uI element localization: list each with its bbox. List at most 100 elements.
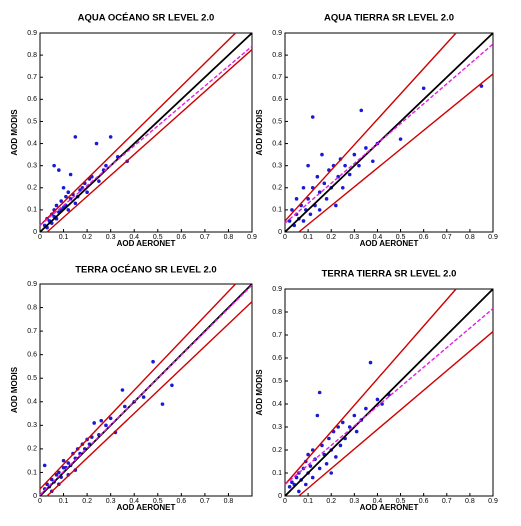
x-tick-label: 0.4 <box>373 498 383 505</box>
y-tick-label: 0.5 <box>272 378 282 385</box>
point <box>308 212 313 217</box>
x-axis-label: AOD AERONET <box>117 503 176 512</box>
point <box>398 137 403 141</box>
x-tick-label: 0.1 <box>59 234 69 241</box>
point <box>61 458 66 463</box>
y-tick-label: 0.1 <box>272 470 282 477</box>
y-tick-label: 0.6 <box>272 355 282 362</box>
point <box>287 219 292 223</box>
y-tick-label: 0.4 <box>27 140 37 147</box>
point <box>57 470 61 475</box>
point <box>322 181 327 186</box>
point <box>85 190 89 194</box>
reference-line <box>284 288 494 497</box>
point <box>380 402 384 406</box>
y-tick-label: 0 <box>278 493 282 500</box>
y-tick-label: 0.8 <box>27 304 37 311</box>
x-tick-label: 0.3 <box>106 234 116 241</box>
reference-line <box>39 45 253 226</box>
point <box>108 416 113 421</box>
x-tick-label: 0.2 <box>326 498 336 505</box>
x-tick-label: 0.2 <box>82 234 92 241</box>
x-tick-label: 0.5 <box>396 498 406 505</box>
point <box>320 443 324 448</box>
point <box>99 418 104 423</box>
point <box>104 423 108 428</box>
point <box>94 141 99 146</box>
y-tick-label: 0.3 <box>27 422 37 429</box>
x-tick-label: 0.7 <box>200 234 210 241</box>
y-axis-label: AOD MODIS <box>255 109 264 156</box>
y-tick-label: 0.2 <box>272 447 282 454</box>
point <box>352 413 357 418</box>
point <box>368 360 373 365</box>
chart-title: AQUA TIERRA SR LEVEL 2.0 <box>324 13 454 24</box>
x-tick-label: 0.5 <box>153 498 163 505</box>
x-tick-label: 0.9 <box>247 234 257 241</box>
point <box>347 172 352 177</box>
y-tick-label: 0.3 <box>272 163 282 170</box>
point <box>290 480 294 485</box>
x-tick-label: 0.2 <box>82 498 92 505</box>
point <box>340 420 345 425</box>
x-tick-label: 0.6 <box>419 498 429 505</box>
point <box>66 208 71 212</box>
point <box>359 108 364 113</box>
reference-line <box>284 32 494 233</box>
point <box>66 461 71 465</box>
point <box>120 388 125 392</box>
point <box>317 466 322 471</box>
y-tick-label: 0.5 <box>27 118 37 125</box>
point <box>141 395 146 399</box>
point <box>49 477 54 482</box>
y-tick-label: 0.9 <box>27 30 37 37</box>
y-tick-label: 0.3 <box>272 424 282 431</box>
point <box>170 383 174 388</box>
y-axis-label: AOD MODIS <box>255 369 264 416</box>
point <box>329 471 334 475</box>
x-tick-label: 0.8 <box>224 498 234 505</box>
point <box>306 452 310 457</box>
y-tick-label: 0.4 <box>272 140 282 147</box>
x-tick-label: 0.8 <box>465 234 475 241</box>
point <box>123 404 127 409</box>
y-tick-label: 0.4 <box>27 399 37 406</box>
y-axis-label: AOD MODIS <box>10 109 19 156</box>
point <box>315 413 320 418</box>
y-tick-label: 0.1 <box>27 469 37 476</box>
chart-title: TERRA OCÉANO SR LEVEL 2.0 <box>75 265 216 276</box>
chart-title: AQUA OCÉANO SR LEVEL 2.0 <box>78 13 215 24</box>
y-tick-label: 0.2 <box>272 185 282 192</box>
x-axis-label: AOD AERONET <box>360 239 419 248</box>
point <box>364 146 368 150</box>
x-tick-label: 0.4 <box>129 498 139 505</box>
y-tick-label: 0.7 <box>272 74 282 81</box>
x-tick-label: 0.6 <box>419 234 429 241</box>
point <box>354 429 359 434</box>
reference-line <box>284 43 494 224</box>
x-tick-label: 0.8 <box>465 498 475 505</box>
y-tick-label: 0 <box>33 229 37 236</box>
reference-line <box>284 32 457 222</box>
y-tick-label: 0.7 <box>27 328 37 335</box>
y-tick-label: 0 <box>33 493 37 500</box>
x-tick-label: 0.1 <box>303 498 313 505</box>
x-axis-label: AOD AERONET <box>117 239 176 248</box>
y-tick-label: 0 <box>278 229 282 236</box>
y-tick-label: 0.3 <box>27 163 37 170</box>
x-tick-label: 0.7 <box>442 498 452 505</box>
x-tick-label: 0 <box>283 234 287 241</box>
x-tick-label: 0.4 <box>373 234 383 241</box>
point <box>301 185 306 190</box>
point <box>375 397 380 402</box>
point <box>334 455 338 459</box>
chart-title: TERRA TIERRA SR LEVEL 2.0 <box>322 269 457 280</box>
y-tick-label: 0.7 <box>272 332 282 339</box>
point <box>347 425 352 429</box>
point <box>308 464 313 468</box>
y-tick-label: 0.8 <box>27 52 37 59</box>
y-tick-label: 0.6 <box>272 96 282 103</box>
point <box>310 115 315 119</box>
y-tick-label: 0.9 <box>272 30 282 37</box>
